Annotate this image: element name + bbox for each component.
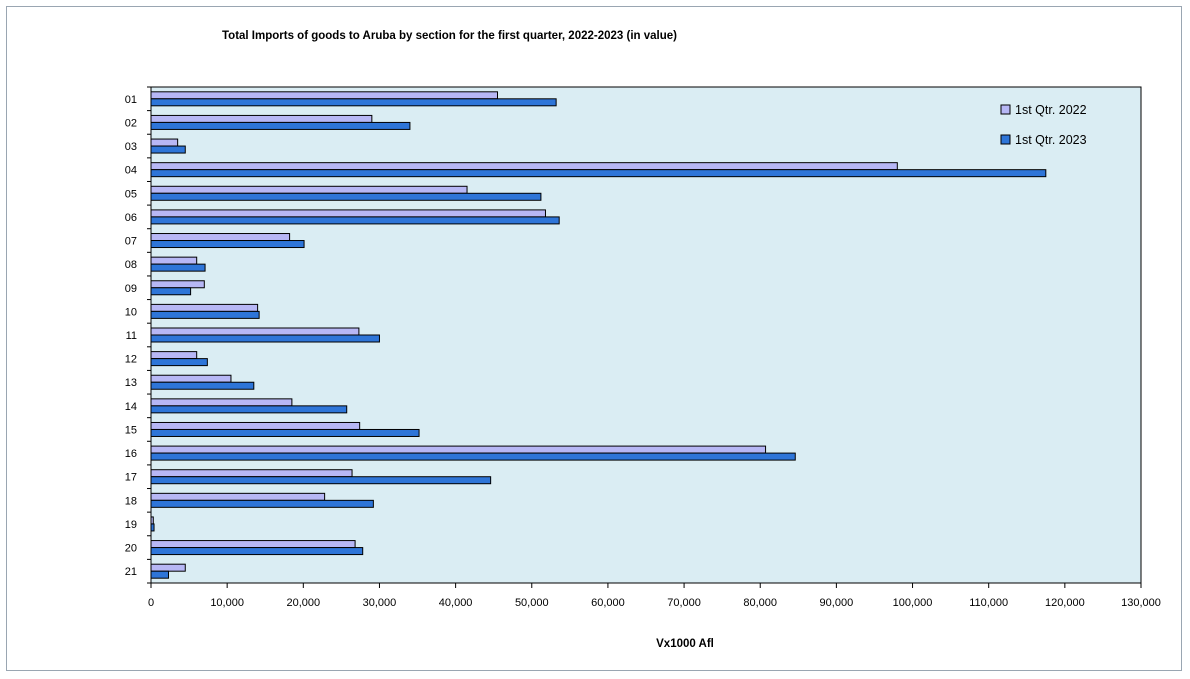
x-tick-label: 80,000 bbox=[743, 597, 777, 609]
bar-2023 bbox=[150, 381, 255, 390]
bar-2023 bbox=[150, 570, 170, 579]
y-tick-label: 20 bbox=[125, 543, 137, 555]
bar-2023 bbox=[150, 169, 1047, 178]
x-tick-label: 100,000 bbox=[893, 597, 933, 609]
x-tick-label: 130,000 bbox=[1121, 597, 1161, 609]
bar-2022 bbox=[150, 280, 205, 289]
x-tick-label: 40,000 bbox=[439, 597, 473, 609]
x-axis-label: Vx1000 Afl bbox=[656, 638, 714, 650]
bar-2023 bbox=[150, 310, 260, 319]
y-tick-label: 06 bbox=[125, 212, 137, 224]
x-tick-label: 50,000 bbox=[515, 597, 549, 609]
y-tick-label: 15 bbox=[125, 424, 137, 436]
bar-2023 bbox=[150, 98, 557, 107]
x-tick-label: 0 bbox=[148, 597, 154, 609]
bar-2022 bbox=[150, 516, 154, 525]
x-tick-label: 20,000 bbox=[286, 597, 320, 609]
bar-2023 bbox=[150, 547, 364, 556]
y-tick-label: 21 bbox=[125, 566, 137, 578]
bar-2023 bbox=[150, 452, 796, 461]
legend-label-2022: 1st Qtr. 2022 bbox=[1015, 103, 1087, 117]
bar-2023 bbox=[150, 499, 374, 508]
y-tick-label: 04 bbox=[125, 165, 137, 177]
x-tick-label: 120,000 bbox=[1045, 597, 1085, 609]
bar-2023 bbox=[150, 240, 305, 249]
y-tick-label: 11 bbox=[126, 330, 137, 342]
y-tick-label: 01 bbox=[125, 94, 137, 106]
y-tick-label: 03 bbox=[125, 141, 137, 153]
bar-2022 bbox=[150, 303, 259, 312]
bar-2022 bbox=[150, 91, 498, 100]
bar-2023 bbox=[150, 121, 411, 130]
bar-2023 bbox=[150, 263, 206, 272]
bar-2022 bbox=[150, 445, 767, 454]
bar-2023 bbox=[150, 358, 208, 367]
bar-2022 bbox=[150, 209, 546, 218]
y-tick-label: 12 bbox=[125, 354, 137, 366]
bar-2023 bbox=[150, 334, 380, 343]
bar-2023 bbox=[150, 523, 155, 532]
x-tick-label: 60,000 bbox=[591, 597, 625, 609]
bar-2022 bbox=[150, 327, 360, 336]
bar-2022 bbox=[150, 540, 356, 549]
bar-2022 bbox=[150, 351, 198, 360]
bar-2022 bbox=[150, 185, 468, 194]
x-tick-label: 10,000 bbox=[210, 597, 244, 609]
y-tick-label: 18 bbox=[125, 495, 137, 507]
bar-2023 bbox=[150, 476, 492, 485]
bar-2022 bbox=[150, 256, 198, 265]
y-tick-label: 14 bbox=[125, 401, 137, 413]
y-tick-label: 19 bbox=[125, 519, 137, 531]
y-tick-label: 05 bbox=[125, 188, 137, 200]
y-tick-label: 13 bbox=[125, 377, 137, 389]
bar-2022 bbox=[150, 162, 898, 171]
bar-2022 bbox=[150, 233, 291, 242]
bar-2023 bbox=[150, 216, 560, 225]
y-tick-label: 07 bbox=[125, 236, 137, 248]
y-tick-label: 17 bbox=[125, 472, 137, 484]
bar-2022 bbox=[150, 374, 232, 383]
chart-title: Total Imports of goods to Aruba by secti… bbox=[222, 30, 677, 42]
bar-2023 bbox=[150, 405, 348, 414]
x-tick-label: 30,000 bbox=[363, 597, 397, 609]
legend-swatch-2023 bbox=[1000, 134, 1011, 145]
y-tick-label: 02 bbox=[125, 117, 137, 129]
x-tick-label: 90,000 bbox=[820, 597, 854, 609]
bar-2022 bbox=[150, 398, 293, 407]
y-tick-label: 16 bbox=[125, 448, 137, 460]
x-tick-label: 70,000 bbox=[667, 597, 701, 609]
bar-2023 bbox=[150, 287, 192, 296]
bar-2023 bbox=[150, 145, 186, 154]
bar-2022 bbox=[150, 114, 373, 123]
bar-2022 bbox=[150, 421, 361, 430]
bar-2022 bbox=[150, 492, 326, 501]
bar-2022 bbox=[150, 469, 353, 478]
bar-2022 bbox=[150, 138, 179, 147]
bar-2023 bbox=[150, 192, 542, 201]
legend-swatch-2022 bbox=[1000, 104, 1011, 115]
legend-label-2023: 1st Qtr. 2023 bbox=[1015, 133, 1087, 147]
y-tick-label: 09 bbox=[125, 283, 137, 295]
y-tick-label: 10 bbox=[125, 306, 137, 318]
x-tick-label: 110,000 bbox=[969, 597, 1008, 609]
bar-2023 bbox=[150, 428, 420, 437]
y-tick-label: 08 bbox=[125, 259, 137, 271]
bar-2022 bbox=[150, 563, 186, 572]
